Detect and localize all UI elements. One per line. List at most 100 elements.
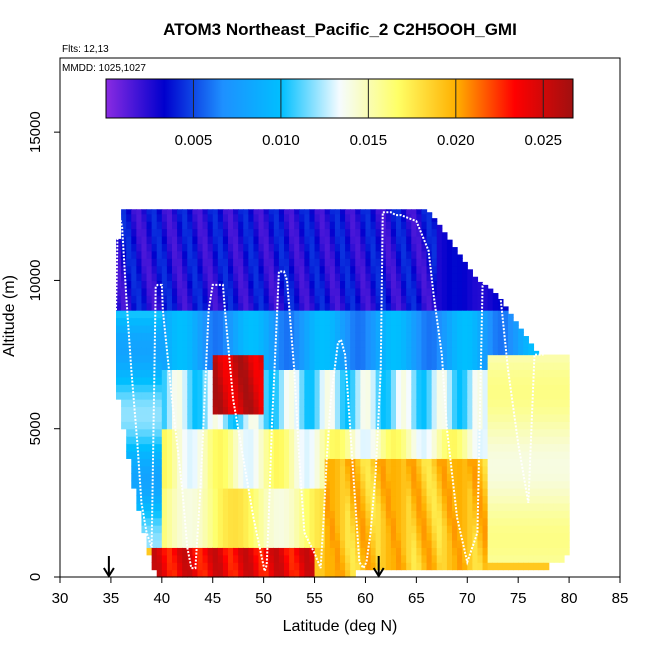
heatmap-cell bbox=[207, 324, 214, 333]
heatmap-cell bbox=[452, 480, 458, 489]
heatmap-cell bbox=[309, 250, 316, 259]
heatmap-cell bbox=[268, 361, 275, 370]
heatmap-cell bbox=[146, 339, 153, 348]
heatmap-cell bbox=[482, 376, 489, 385]
heatmap-cell bbox=[136, 258, 143, 267]
heatmap-cell bbox=[161, 436, 168, 445]
heatmap-cell bbox=[375, 473, 382, 482]
heatmap-cell bbox=[360, 250, 367, 259]
heatmap-cell bbox=[441, 280, 448, 289]
heatmap-cell bbox=[289, 399, 295, 408]
heatmap-cell bbox=[508, 376, 514, 385]
heatmap-cell bbox=[182, 228, 188, 237]
heatmap-cell bbox=[421, 354, 428, 363]
heatmap-cell bbox=[355, 391, 361, 400]
heatmap-cell bbox=[268, 502, 275, 511]
heatmap-cell bbox=[253, 273, 260, 282]
heatmap-cell bbox=[182, 421, 188, 430]
heatmap-cell bbox=[278, 265, 285, 274]
heatmap-cell bbox=[202, 480, 209, 489]
heatmap-cell bbox=[299, 399, 305, 408]
heatmap-cell bbox=[187, 265, 193, 274]
heatmap-cell bbox=[278, 250, 285, 259]
heatmap-cell bbox=[446, 399, 453, 408]
heatmap-cell bbox=[472, 428, 479, 437]
heatmap-cell bbox=[533, 384, 540, 393]
heatmap-cell bbox=[533, 502, 540, 511]
heatmap-cell bbox=[187, 354, 193, 363]
heatmap-cell bbox=[355, 443, 361, 452]
heatmap-cell bbox=[380, 562, 387, 571]
heatmap-cell bbox=[197, 369, 204, 378]
heatmap-cell bbox=[462, 369, 468, 378]
heatmap-cell bbox=[492, 391, 499, 400]
heatmap-cell bbox=[548, 532, 555, 541]
heatmap-cell bbox=[396, 450, 402, 459]
heatmap-cell bbox=[329, 399, 336, 408]
heatmap-cell bbox=[156, 339, 163, 348]
heatmap-cell bbox=[299, 347, 305, 356]
heatmap-cell bbox=[350, 332, 356, 341]
heatmap-cell bbox=[528, 532, 535, 541]
heatmap-cell bbox=[294, 354, 300, 363]
heatmap-cell bbox=[309, 488, 316, 497]
heatmap-cell bbox=[436, 295, 443, 304]
heatmap-cell bbox=[472, 399, 479, 408]
heatmap-cell bbox=[299, 443, 305, 452]
heatmap-cell bbox=[431, 547, 438, 556]
heatmap-cell bbox=[192, 421, 199, 430]
heatmap-cell bbox=[126, 221, 132, 230]
heatmap-cell bbox=[182, 384, 188, 393]
heatmap-cell bbox=[334, 391, 341, 400]
heatmap-cell bbox=[228, 295, 234, 304]
heatmap-cell bbox=[472, 347, 479, 356]
heatmap-cell bbox=[452, 361, 458, 370]
heatmap-cell bbox=[355, 243, 361, 252]
heatmap-cell bbox=[161, 428, 168, 437]
heatmap-layer bbox=[116, 209, 570, 578]
heatmap-cell bbox=[273, 502, 280, 511]
heatmap-cell bbox=[207, 273, 214, 282]
heatmap-cell bbox=[446, 239, 453, 244]
heatmap-cell bbox=[396, 495, 402, 504]
heatmap-cell bbox=[121, 413, 127, 422]
heatmap-cell bbox=[457, 450, 463, 459]
heatmap-cell bbox=[166, 324, 173, 333]
heatmap-cell bbox=[436, 473, 443, 482]
heatmap-cell bbox=[472, 302, 479, 311]
heatmap-cell bbox=[172, 243, 178, 252]
heatmap-cell bbox=[187, 295, 193, 304]
heatmap-cell bbox=[467, 428, 473, 437]
heatmap-cell bbox=[436, 317, 443, 326]
heatmap-cell bbox=[380, 361, 387, 370]
heatmap-cell bbox=[340, 332, 346, 341]
heatmap-cell bbox=[350, 450, 356, 459]
heatmap-cell bbox=[284, 562, 290, 571]
heatmap-cell bbox=[385, 450, 392, 459]
heatmap-cell bbox=[309, 295, 316, 304]
heatmap-cell bbox=[426, 532, 433, 541]
heatmap-cell bbox=[294, 295, 300, 304]
heatmap-cell bbox=[370, 510, 377, 519]
heatmap-cell bbox=[396, 221, 402, 230]
heatmap-cell bbox=[492, 443, 499, 452]
heatmap-cell bbox=[518, 369, 524, 378]
heatmap-cell bbox=[268, 488, 275, 497]
heatmap-cell bbox=[289, 228, 295, 237]
heatmap-cell bbox=[217, 406, 224, 415]
colorbar-tick-label: 0.025 bbox=[524, 132, 562, 149]
heatmap-cell bbox=[202, 443, 209, 452]
heatmap-cell bbox=[375, 317, 382, 326]
heatmap-cell bbox=[401, 436, 407, 445]
heatmap-cell bbox=[528, 399, 535, 408]
heatmap-cell bbox=[401, 510, 407, 519]
heatmap-cell bbox=[273, 287, 280, 296]
heatmap-cell bbox=[166, 488, 173, 497]
heatmap-cell bbox=[513, 413, 519, 422]
heatmap-cell bbox=[243, 525, 249, 534]
heatmap-cell bbox=[421, 421, 428, 430]
heatmap-cell bbox=[355, 488, 361, 497]
heatmap-cell bbox=[233, 310, 239, 319]
heatmap-cell bbox=[284, 339, 290, 348]
heatmap-cell bbox=[172, 324, 178, 333]
